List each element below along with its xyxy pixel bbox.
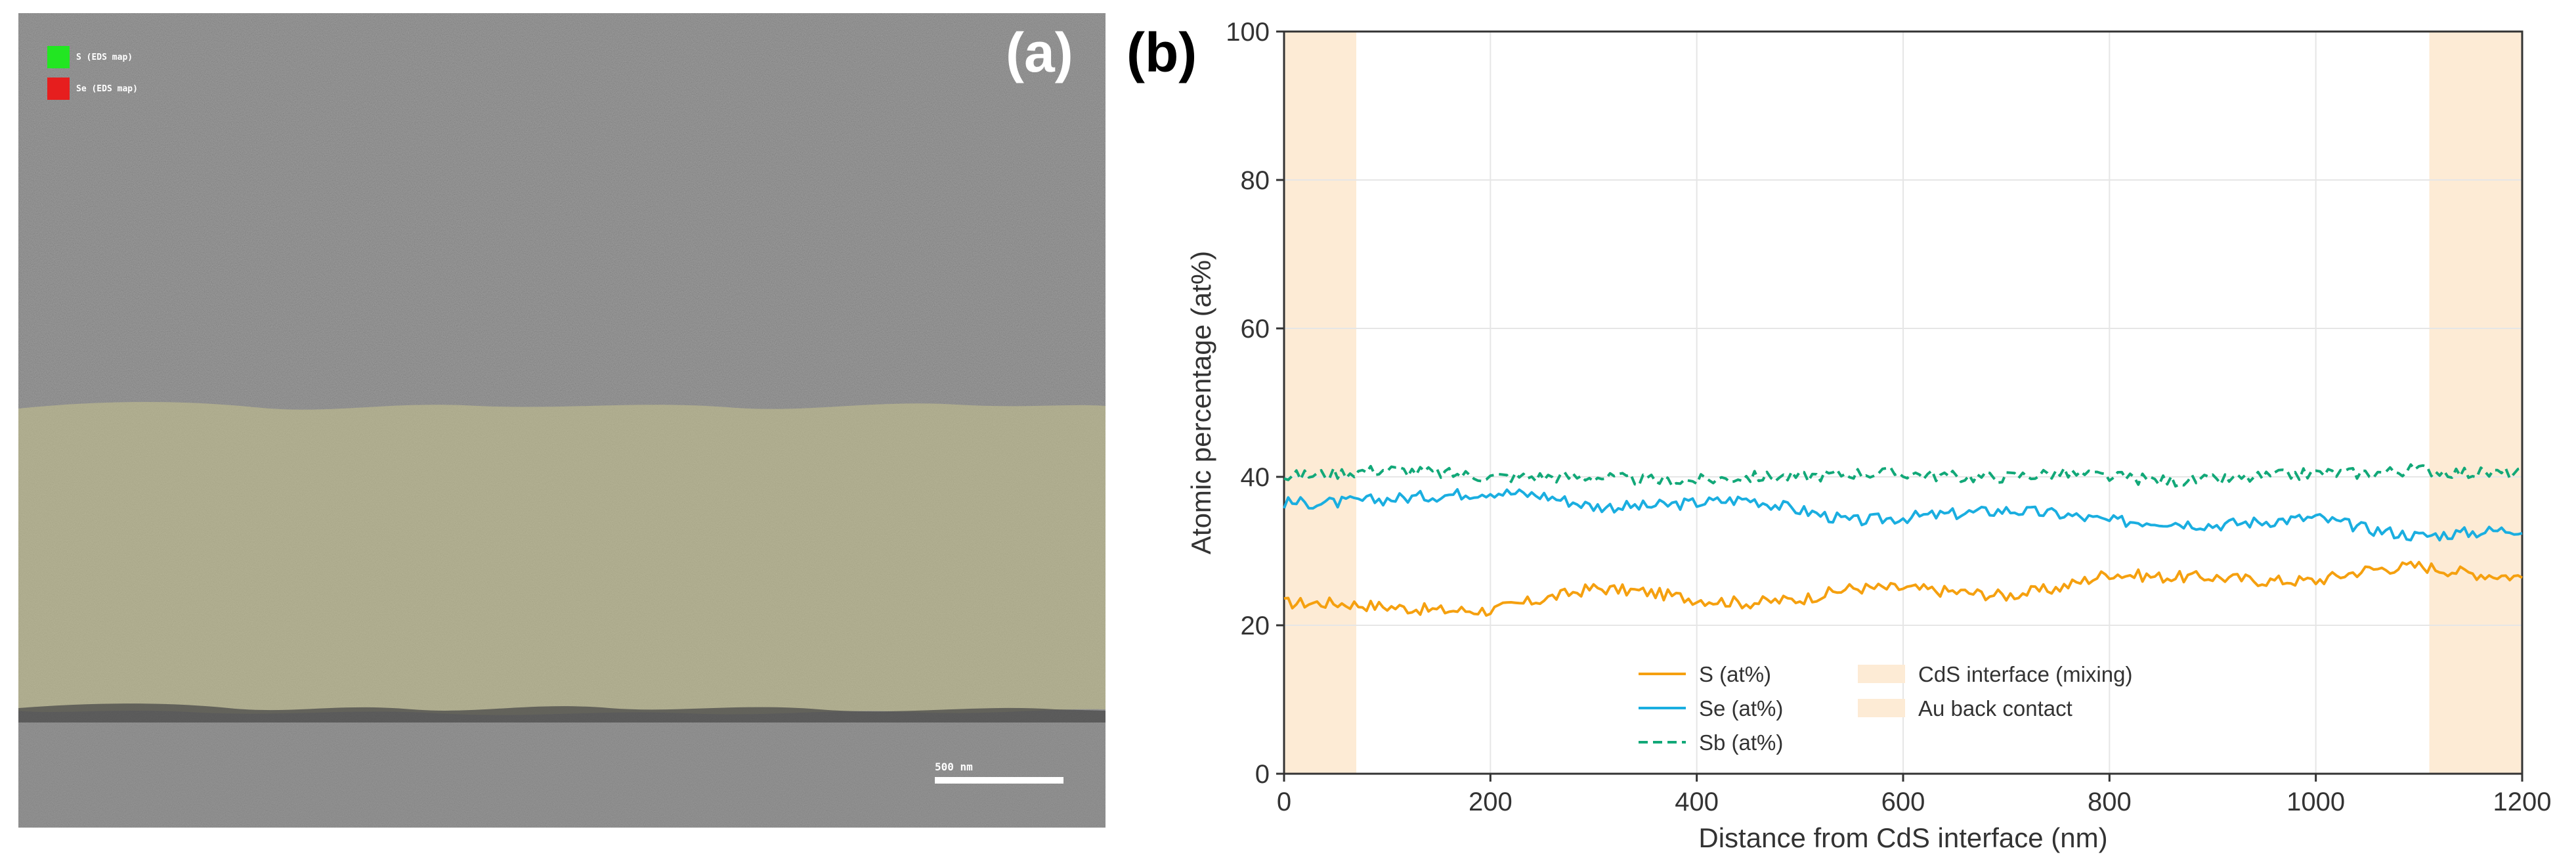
micrograph-panel: S (EDS map) Se (EDS map) 500 nm [18, 13, 1106, 828]
x-tick-label: 1200 [2493, 788, 2552, 816]
x-axis-title: Distance from CdS interface (nm) [1698, 822, 2107, 853]
y-tick-label: 100 [1226, 18, 1270, 47]
panel-a-label: (a) [1006, 22, 1073, 83]
legend-label-region-0: CdS interface (mixing) [1918, 662, 2132, 686]
x-tick-label: 1000 [2286, 788, 2345, 816]
dark-interface-line [18, 703, 1106, 722]
x-tick-label: 0 [1277, 788, 1291, 816]
s-legend-label: S (EDS map) [76, 52, 133, 62]
legend-label-region-1: Au back contact [1918, 696, 2072, 721]
s-color-swatch [47, 46, 70, 68]
y-tick-label: 40 [1241, 463, 1270, 492]
y-axis-title: Atomic percentage (at%) [1186, 251, 1216, 554]
y-tick-label: 20 [1241, 611, 1270, 640]
legend-label-sb: Sb (at%) [1699, 730, 1783, 755]
x-tick-label: 400 [1675, 788, 1719, 816]
legend-label-s: S (at%) [1699, 662, 1771, 686]
y-tick-label: 80 [1241, 166, 1270, 195]
legend-swatch-region-1 [1858, 699, 1905, 717]
scale-bar: 500 nm [935, 761, 1063, 784]
eds-legend: S (EDS map) Se (EDS map) [47, 46, 138, 100]
composition-chart: 0 200 400 600 800 1000 1200 0 20 40 60 80 100 Distanc… [1186, 18, 2552, 853]
se-legend-label: Se (EDS map) [76, 83, 138, 94]
series-line-se [1283, 488, 2523, 542]
panel-b-label: (b) [1127, 22, 1197, 83]
scale-bar-label: 500 nm [935, 761, 973, 773]
y-tick-label: 60 [1241, 315, 1270, 344]
series-line-s [1283, 560, 2523, 617]
x-tick-label: 600 [1881, 788, 1925, 816]
scale-bar-line [935, 777, 1063, 784]
legend-swatch-region-0 [1858, 665, 1905, 683]
legend-label-se: Se (at%) [1699, 696, 1783, 721]
eds-legend-item-s: S (EDS map) [47, 46, 138, 68]
eds-legend-item-se: Se (EDS map) [47, 78, 138, 100]
se-color-swatch [47, 78, 70, 100]
shaded-region-au-back-contact [2429, 32, 2522, 774]
chart-panel: 0 200 400 600 800 1000 1200 0 20 40 60 80 100 Distanc… [1116, 0, 2576, 867]
overlay-region [18, 401, 1106, 715]
series-line-sb [1283, 463, 2523, 488]
x-tick-label: 200 [1469, 788, 1513, 816]
x-tick-label: 800 [2088, 788, 2132, 816]
micrograph-image [18, 13, 1106, 828]
shaded-region-cds-interface [1284, 32, 1357, 774]
y-tick-label: 0 [1255, 760, 1270, 789]
